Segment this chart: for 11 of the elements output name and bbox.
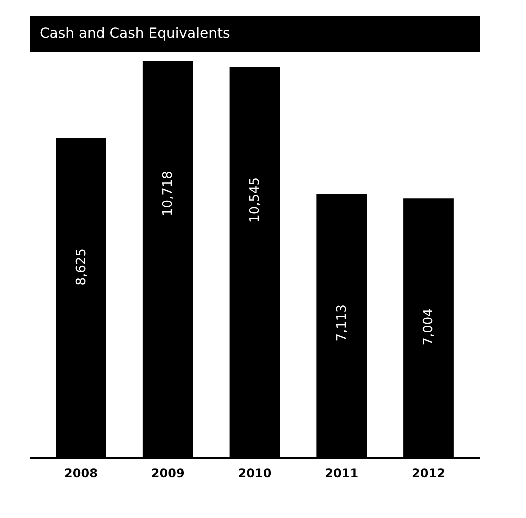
x-tick-label: 2008 (64, 466, 98, 480)
x-tick-label: 2010 (238, 466, 272, 480)
data-label: 10,718 (161, 171, 176, 217)
chart-title: Cash and Cash Equivalents (40, 26, 230, 42)
x-tick-label: 2012 (412, 466, 446, 480)
data-label: 8,625 (74, 248, 90, 286)
x-tick-label: 2009 (151, 466, 185, 480)
data-label: 7,113 (334, 304, 350, 342)
data-label: 10,545 (248, 177, 263, 223)
x-tick-label: 2011 (325, 466, 359, 480)
data-label: 7,004 (422, 308, 437, 346)
